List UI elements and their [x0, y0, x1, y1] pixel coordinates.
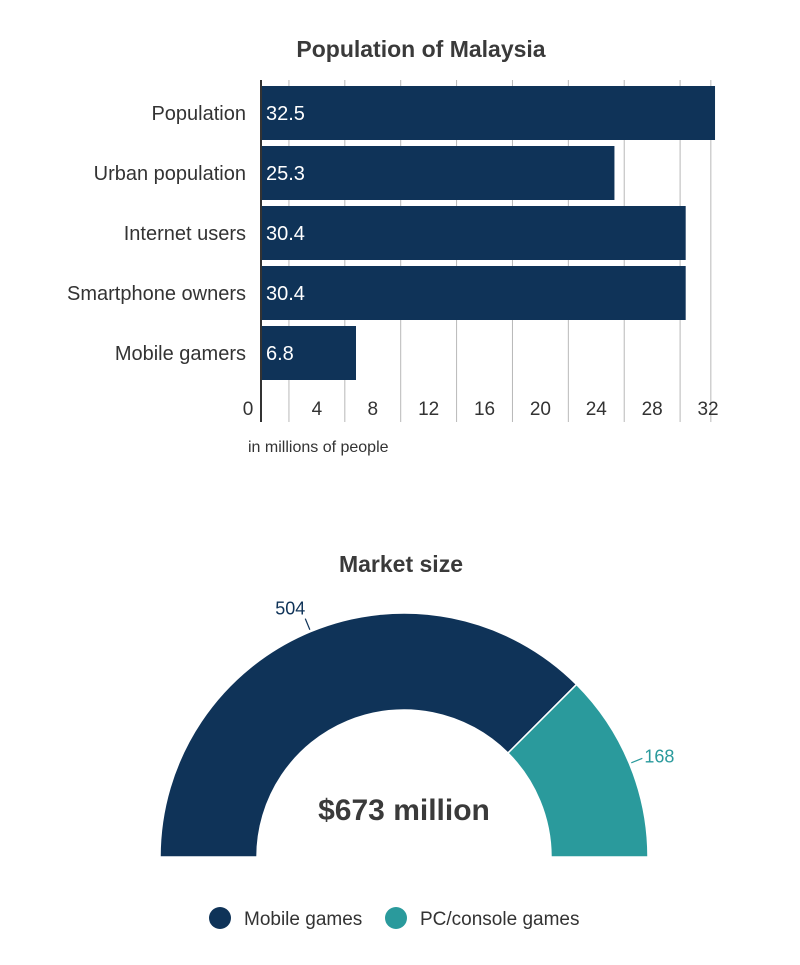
legend-label: Mobile games [244, 909, 362, 930]
x-tick-label: 8 [367, 399, 378, 420]
x-tick-label: 16 [474, 399, 495, 420]
bar-value-label: 30.4 [266, 223, 305, 245]
bar-chart-title: Population of Malaysia [296, 36, 545, 62]
bar-chart: Population of Malaysia Population Urban p… [67, 36, 719, 456]
legend-swatch [385, 907, 407, 929]
legend: Mobile games PC/console games [209, 907, 579, 930]
category-label: Internet users [124, 223, 246, 245]
bar-chart-value-labels: 32.5 25.3 30.4 30.4 6.8 [266, 103, 305, 365]
market-size-chart: Market size 504 168 $673 million Mobile g… [159, 551, 674, 930]
bar [262, 206, 686, 260]
slice-value-label: 504 [275, 599, 305, 619]
x-tick-label: 4 [312, 399, 323, 420]
donut-slice [159, 612, 578, 858]
bar [262, 326, 356, 380]
bar-value-label: 25.3 [266, 163, 305, 185]
category-label: Smartphone owners [67, 283, 246, 305]
category-label: Population [151, 103, 246, 125]
bar-value-label: 6.8 [266, 343, 294, 365]
x-tick-label: 24 [586, 399, 608, 420]
market-size-title: Market size [339, 551, 463, 577]
bar-chart-bars [262, 86, 716, 380]
bar [262, 86, 716, 140]
x-tick-label: 12 [418, 399, 439, 420]
legend-swatch [209, 907, 231, 929]
bar [262, 266, 686, 320]
market-size-center-label: $673 million [318, 794, 490, 827]
donut-slices [159, 612, 649, 858]
category-label: Urban population [94, 163, 246, 185]
category-label: Mobile gamers [115, 343, 246, 365]
bar-chart-x-axis-label: in millions of people [248, 439, 389, 456]
legend-label: PC/console games [420, 909, 579, 930]
slice-value-label: 168 [644, 746, 674, 766]
bar-value-label: 30.4 [266, 283, 305, 305]
x-tick-label: 28 [642, 399, 663, 420]
donut-slice-labels: 504 168 [275, 599, 674, 767]
x-tick-label: 0 [243, 399, 254, 420]
x-tick-label: 20 [530, 399, 551, 420]
x-tick-label: 32 [697, 399, 718, 420]
bar [262, 146, 615, 200]
bar-chart-category-labels: Population Urban population Internet users… [67, 103, 246, 365]
slice-leader-line [304, 618, 311, 630]
bar-chart-tick-labels: 0 4 8 12 16 20 24 28 32 [243, 399, 719, 420]
donut-slice [506, 683, 649, 858]
slice-leader-line [631, 757, 643, 764]
bar-value-label: 32.5 [266, 103, 305, 125]
